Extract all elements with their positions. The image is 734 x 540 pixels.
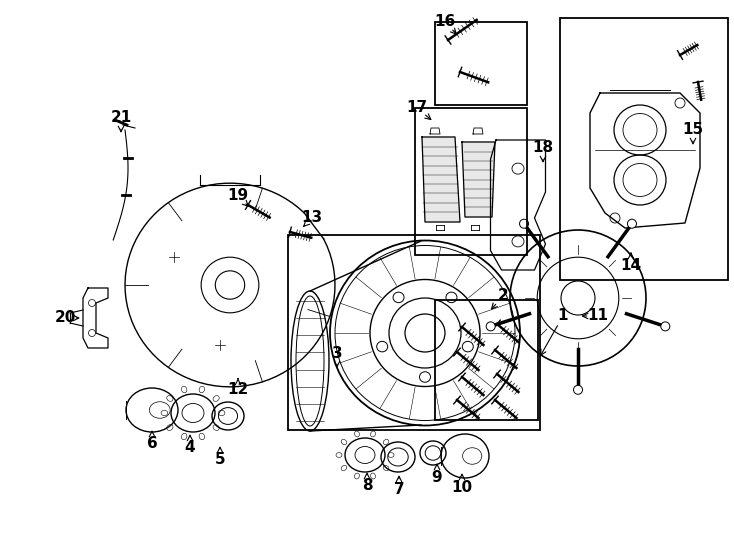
Ellipse shape — [405, 314, 445, 352]
Text: 21: 21 — [110, 111, 131, 125]
Text: 12: 12 — [228, 382, 249, 397]
Ellipse shape — [215, 271, 244, 299]
Bar — [415, 108, 527, 255]
Ellipse shape — [462, 341, 473, 352]
Text: 13: 13 — [302, 211, 322, 226]
Ellipse shape — [377, 341, 388, 352]
Text: 8: 8 — [362, 478, 372, 494]
Text: 7: 7 — [393, 483, 404, 497]
Text: 5: 5 — [214, 453, 225, 468]
Text: 18: 18 — [532, 140, 553, 156]
Ellipse shape — [520, 219, 528, 228]
Ellipse shape — [486, 322, 495, 331]
Ellipse shape — [561, 281, 595, 315]
Bar — [560, 18, 728, 280]
Text: 10: 10 — [451, 480, 473, 495]
Text: 15: 15 — [683, 123, 704, 138]
Polygon shape — [462, 142, 495, 217]
Text: 11: 11 — [587, 308, 608, 323]
Text: 2: 2 — [498, 288, 509, 303]
Text: 1: 1 — [558, 308, 568, 323]
Text: 3: 3 — [332, 346, 342, 361]
Text: 20: 20 — [54, 310, 76, 326]
Ellipse shape — [573, 386, 583, 394]
Bar — [435, 22, 527, 105]
Text: 19: 19 — [228, 188, 249, 204]
Text: 6: 6 — [147, 436, 157, 451]
Bar — [288, 235, 540, 430]
Bar — [435, 300, 538, 420]
Polygon shape — [422, 137, 460, 222]
Text: 4: 4 — [185, 441, 195, 456]
Text: 9: 9 — [432, 469, 443, 484]
Text: 14: 14 — [620, 258, 642, 273]
Ellipse shape — [393, 292, 404, 302]
Ellipse shape — [446, 292, 457, 302]
Text: 16: 16 — [435, 15, 456, 30]
Ellipse shape — [628, 219, 636, 228]
Ellipse shape — [661, 322, 670, 331]
Ellipse shape — [420, 372, 431, 382]
Text: 17: 17 — [407, 100, 428, 116]
